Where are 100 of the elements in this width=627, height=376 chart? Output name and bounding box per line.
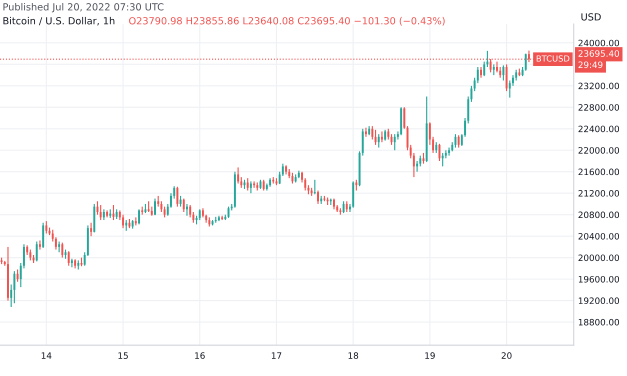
candlestick xyxy=(10,284,12,308)
x-tick-label: 17 xyxy=(272,352,282,359)
y-tick-label: 20800.00 xyxy=(578,212,620,218)
candlestick xyxy=(330,198,332,206)
y-tick-label: 23200.00 xyxy=(578,82,620,90)
candlestick xyxy=(80,257,82,267)
candlestick xyxy=(250,180,252,194)
y-tick-label: 24000.00 xyxy=(578,40,620,46)
x-tick-label: 19 xyxy=(425,352,435,359)
y-tick-label: 18800.00 xyxy=(578,318,620,326)
candlestick xyxy=(26,244,28,256)
candlestick xyxy=(438,143,440,162)
candlestick xyxy=(186,203,188,216)
candlestick xyxy=(64,249,67,260)
candlestick xyxy=(45,220,48,234)
candlestick xyxy=(112,204,114,221)
chart-subtitle: Bitcoin / U.S. Dollar, 1h xyxy=(3,16,114,26)
candlestick xyxy=(68,250,70,266)
candlestick xyxy=(16,268,19,282)
candlestick xyxy=(182,198,185,213)
candlestick xyxy=(237,166,240,184)
annotation: BTCUSD xyxy=(536,55,570,62)
y-tick-label: 20000.00 xyxy=(578,254,620,262)
candlestick xyxy=(228,206,230,218)
candlestick xyxy=(128,218,130,229)
candlestick xyxy=(7,246,9,302)
candlestick xyxy=(90,222,92,237)
candlestick xyxy=(180,195,182,208)
ref-line-label: 23695.40 xyxy=(578,50,620,57)
candlestick xyxy=(317,190,320,204)
candlestick xyxy=(364,127,367,138)
candlestick xyxy=(141,206,144,216)
candlestick xyxy=(476,66,479,84)
y-axis-title: USD xyxy=(581,13,601,21)
candlestick xyxy=(278,171,281,185)
x-tick-label: 20 xyxy=(502,352,512,359)
candlestick xyxy=(144,203,146,214)
candlestick xyxy=(333,198,335,210)
candlestick xyxy=(122,214,124,229)
candlestick xyxy=(480,66,482,78)
candlestick xyxy=(29,249,32,261)
y-tick-label: 21200.00 xyxy=(578,190,620,197)
x-tick-label: 16 xyxy=(195,352,205,359)
candlestick xyxy=(454,134,456,148)
candlestick xyxy=(109,208,112,218)
candlestick xyxy=(100,204,102,221)
candlestick xyxy=(192,211,194,224)
text: 29:49 xyxy=(578,61,602,68)
candlestick xyxy=(355,179,358,192)
candlestick xyxy=(42,222,44,249)
candlestick xyxy=(74,258,76,269)
y-tick-label: 22000.00 xyxy=(578,147,620,154)
annotation: O23790.98 H23855.86 L23640.08 C23695.40 −101.30 (−0.43%) xyxy=(129,16,445,26)
candlestick xyxy=(342,200,345,214)
candlestick xyxy=(272,176,274,184)
x-tick-label: 18 xyxy=(348,352,358,359)
candlestick xyxy=(189,204,192,218)
candlestick xyxy=(384,129,386,142)
candlestick xyxy=(116,208,118,220)
candlestick xyxy=(13,270,16,304)
y-tick-label: 20400.00 xyxy=(578,232,620,240)
candlestick xyxy=(380,130,383,143)
candlestick xyxy=(422,152,424,164)
candlestick xyxy=(458,134,460,148)
candlestick xyxy=(38,240,41,250)
candlestick xyxy=(208,216,210,228)
candlestick xyxy=(246,178,249,192)
candlestick xyxy=(419,155,422,167)
candlestick xyxy=(374,129,377,146)
candlestick xyxy=(502,64,504,81)
x-tick-label: 14 xyxy=(42,352,52,359)
candlestick xyxy=(442,152,444,167)
candlestick xyxy=(285,164,288,175)
candlestick xyxy=(435,142,438,154)
candlestick xyxy=(77,260,80,270)
candlestick xyxy=(368,126,370,136)
y-tick-label: 22400.00 xyxy=(578,126,620,132)
y-tick-label: 22800.00 xyxy=(578,104,620,111)
candlestick xyxy=(259,179,262,190)
candlestick xyxy=(102,208,105,221)
candlestick xyxy=(154,198,156,216)
y-tick-label: 19600.00 xyxy=(578,276,620,283)
candlestick xyxy=(346,200,348,213)
candlestick xyxy=(291,172,294,184)
candlestick xyxy=(176,186,178,208)
candlestick xyxy=(150,206,153,216)
candlestick xyxy=(148,200,150,213)
y-tick-label: 21600.00 xyxy=(578,168,620,176)
candlestick xyxy=(506,64,508,92)
candlestick xyxy=(244,179,246,190)
candlestick xyxy=(262,179,265,192)
candlestick xyxy=(524,53,527,72)
candlestick xyxy=(138,208,140,225)
candlestick xyxy=(492,64,495,76)
candlestick xyxy=(282,163,284,177)
candlestick xyxy=(61,242,64,258)
y-tick-label: 19200.00 xyxy=(578,297,620,304)
chart-title: Published Jul 20, 2022 07:30 UTC xyxy=(3,3,164,12)
candlestick xyxy=(394,134,396,151)
candlestick xyxy=(157,195,160,208)
